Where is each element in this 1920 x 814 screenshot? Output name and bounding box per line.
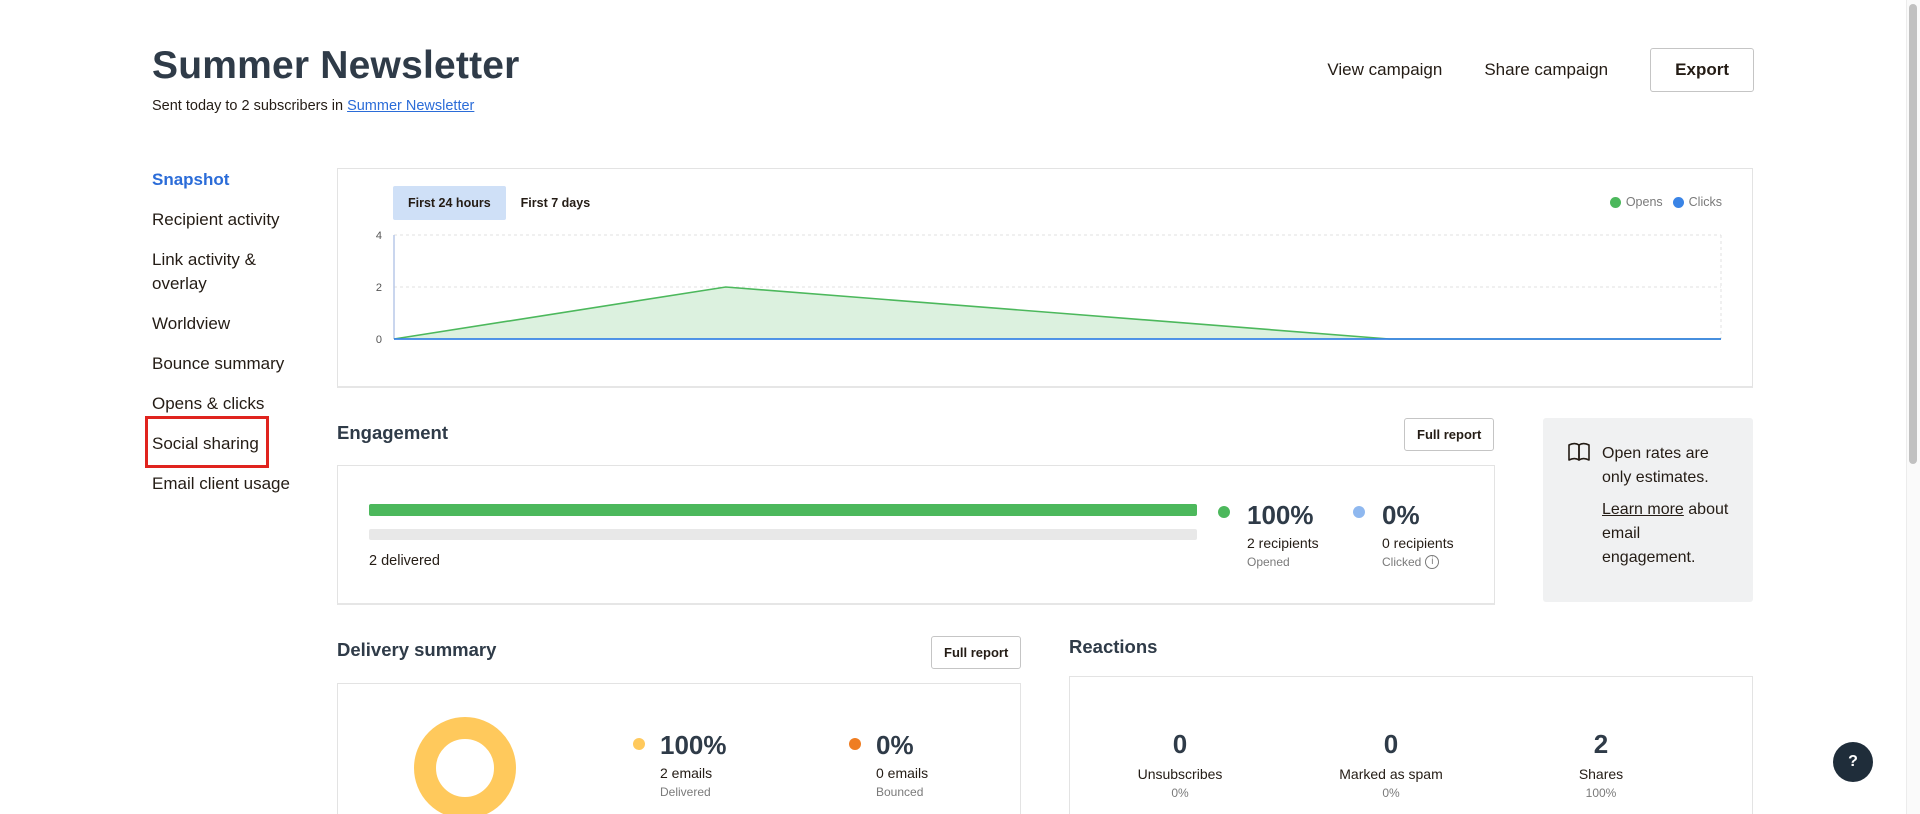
y-tick-label-2: 2: [376, 282, 382, 294]
opens-dot-icon: [1609, 196, 1621, 208]
clicked-caption: Clicked: [1382, 555, 1422, 569]
bounced-percent: 0%: [876, 730, 914, 760]
delivered-count: 2 delivered: [369, 553, 440, 569]
sidebar-item-snapshot[interactable]: Snapshot: [152, 170, 230, 189]
legend-clicks: Clicks: [1672, 195, 1722, 209]
delivered-emails: 2 emails: [660, 765, 713, 781]
clicked-percent: 0%: [1382, 500, 1420, 530]
clicked-dot-icon: [1353, 506, 1365, 518]
delivery-summary-title: Delivery summary: [337, 639, 497, 660]
bounced-caption: Bounced: [876, 785, 924, 799]
sidebar-item-bounce-summary[interactable]: Bounce summary: [152, 354, 285, 373]
bounced-dot-icon: [849, 738, 861, 750]
bar-track: [369, 529, 1197, 540]
scrollbar-thumb[interactable]: [1909, 4, 1917, 464]
header-actions: View campaign Share campaign Export: [1327, 48, 1754, 92]
shares-label: Shares: [1578, 766, 1624, 782]
engagement-card: 2 delivered 100% 2 recipients Opened 0% …: [337, 465, 1495, 605]
page-title: Summer Newsletter: [152, 44, 520, 87]
clicks-dot-icon: [1672, 196, 1684, 208]
delivered-percent: 100%: [660, 730, 727, 760]
share-campaign-link[interactable]: Share campaign: [1484, 60, 1609, 79]
engagement-title: Engagement: [337, 422, 449, 443]
subtitle-text: Sent today to 2 subscribers in: [152, 98, 348, 114]
book-icon: [1568, 442, 1590, 461]
activity-chart: 0 2 4: [376, 230, 1722, 346]
delivered-stat: 100% 2 emails Delivered: [633, 730, 727, 799]
opened-recipients: 2 recipients: [1247, 535, 1319, 551]
tip-text: Open rates are only estimates. Learn mor…: [1602, 442, 1737, 570]
delivery-summary-card: 100% 2 emails Delivered 0% 0 emails Boun…: [337, 683, 1021, 814]
highlight-box: [145, 416, 269, 468]
chart-legend: Opens Clicks: [1600, 195, 1722, 209]
unsubscribes-label: Unsubscribes: [1137, 766, 1223, 782]
bounced-stat: 0% 0 emails Bounced: [849, 730, 928, 799]
delivered-dot-icon: [633, 738, 645, 750]
view-campaign-link[interactable]: View campaign: [1327, 60, 1443, 79]
reactions-card: 0 Unsubscribes 0% 0 Marked as spam 0% 2 …: [1069, 676, 1753, 814]
tip-line-2-text: about email engagement.: [1602, 501, 1729, 566]
sidebar-item-link-activity[interactable]: Link activity & overlay: [152, 250, 256, 293]
tab-first-24-hours[interactable]: First 24 hours: [393, 186, 506, 220]
opened-caption: Opened: [1247, 555, 1290, 569]
spam-count: 0: [1383, 729, 1399, 759]
delivered-progress-bar: [369, 504, 1197, 516]
sidebar-item-opens-clicks[interactable]: Opens & clicks: [152, 394, 265, 413]
sidebar-item-recipient-activity[interactable]: Recipient activity: [152, 210, 280, 229]
shares-percent: 100%: [1585, 786, 1617, 800]
learn-more-link[interactable]: Learn more: [1602, 501, 1684, 518]
delivery-donut-chart: [414, 717, 516, 814]
tip-line-2: Learn more about email engagement.: [1602, 498, 1737, 570]
legend-opens: Opens: [1609, 195, 1663, 209]
help-button[interactable]: ?: [1833, 742, 1873, 782]
opened-stat: 100% 2 recipients Opened: [1218, 500, 1319, 569]
y-tick-label-4: 4: [376, 230, 382, 242]
y-tick-label-0: 0: [376, 334, 382, 346]
tip-line-1: Open rates are only estimates.: [1602, 445, 1709, 486]
sidebar-item-worldview[interactable]: Worldview: [152, 314, 231, 333]
legend-opens-label: Opens: [1625, 195, 1663, 209]
clicked-caption-row: Clicked i: [1382, 555, 1454, 569]
unsubscribes-percent: 0%: [1171, 786, 1189, 800]
spam-label: Marked as spam: [1339, 766, 1443, 782]
open-rate-tip: Open rates are only estimates. Learn mor…: [1543, 418, 1753, 602]
spam-stat: 0 Marked as spam 0%: [1321, 729, 1461, 800]
clicked-recipients: 0 recipients: [1382, 535, 1454, 551]
report-sidebar: Snapshot Recipient activity Link activit…: [152, 168, 312, 512]
shares-stat: 2 Shares 100%: [1531, 729, 1671, 800]
range-tabs: First 24 hours First 7 days: [393, 186, 605, 220]
sidebar-item-email-client-usage[interactable]: Email client usage: [152, 474, 290, 493]
unsubscribes-stat: 0 Unsubscribes 0%: [1110, 729, 1250, 800]
info-icon[interactable]: i: [1425, 555, 1440, 569]
list-link[interactable]: Summer Newsletter: [347, 98, 475, 114]
campaign-subtitle: Sent today to 2 subscribers in Summer Ne…: [152, 98, 474, 114]
opened-dot-icon: [1218, 506, 1230, 518]
tab-first-7-days[interactable]: First 7 days: [520, 196, 591, 210]
page-scrollbar[interactable]: [1906, 0, 1920, 814]
bounced-emails: 0 emails: [876, 765, 929, 781]
export-button[interactable]: Export: [1650, 48, 1754, 92]
unsubscribes-count: 0: [1172, 729, 1188, 759]
legend-clicks-label: Clicks: [1688, 195, 1722, 209]
delivered-caption: Delivered: [660, 785, 711, 799]
shares-count: 2: [1593, 729, 1609, 759]
opened-percent: 100%: [1247, 500, 1314, 530]
spam-percent: 0%: [1382, 786, 1400, 800]
delivery-full-report-button[interactable]: Full report: [931, 636, 1022, 669]
engagement-full-report-button[interactable]: Full report: [1404, 418, 1495, 451]
reactions-title: Reactions: [1069, 636, 1158, 657]
sidebar-item-social-sharing[interactable]: Social sharing: [152, 434, 259, 453]
clicked-stat: 0% 0 recipients Clicked i: [1353, 500, 1454, 569]
activity-chart-card: 0 2 4 First 24 hours First 7 days Opens Cl…: [337, 168, 1753, 388]
